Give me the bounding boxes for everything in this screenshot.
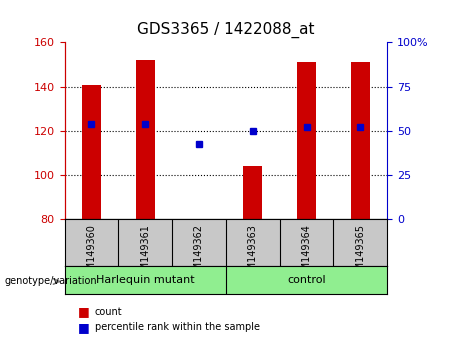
Text: ■: ■: [78, 321, 90, 334]
Bar: [136, 60, 154, 219]
Text: GSM149362: GSM149362: [194, 224, 204, 283]
Text: GSM149363: GSM149363: [248, 224, 258, 283]
Bar: [82, 85, 101, 219]
Text: GSM149361: GSM149361: [140, 224, 150, 283]
Text: GSM149364: GSM149364: [301, 224, 312, 283]
Title: GDS3365 / 1422088_at: GDS3365 / 1422088_at: [137, 22, 315, 38]
Text: Harlequin mutant: Harlequin mutant: [96, 275, 195, 285]
Text: ■: ■: [78, 305, 90, 318]
Text: GSM149365: GSM149365: [355, 224, 366, 283]
Bar: [243, 166, 262, 219]
Text: count: count: [95, 307, 122, 316]
Text: GSM149360: GSM149360: [86, 224, 96, 283]
Text: genotype/variation: genotype/variation: [5, 276, 97, 286]
Text: percentile rank within the sample: percentile rank within the sample: [95, 322, 260, 332]
Bar: [297, 62, 316, 219]
Text: control: control: [287, 275, 326, 285]
Bar: [351, 62, 370, 219]
